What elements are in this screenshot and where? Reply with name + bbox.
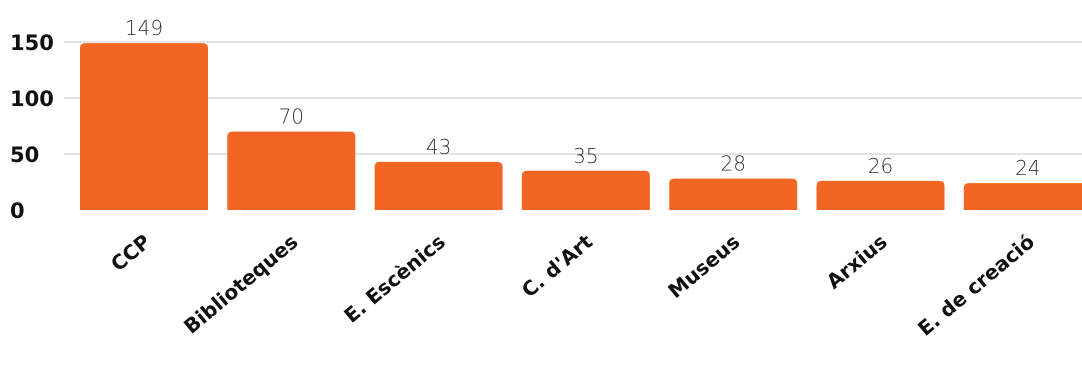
bar [816, 180, 945, 210]
bar [521, 170, 650, 210]
value-label: 28 [720, 152, 745, 176]
bar [669, 178, 798, 210]
value-label: 149 [125, 16, 163, 40]
x-tick-label: CCP [106, 229, 155, 276]
gridlines [64, 41, 1082, 155]
y-tick-label: 150 [10, 31, 54, 55]
x-tick-label: Arxius [822, 229, 892, 293]
bar [80, 43, 208, 211]
bar [227, 131, 356, 210]
bars [80, 43, 1082, 211]
x-tick-label: E. de creació [913, 229, 1039, 340]
y-axis: 0 50 100 150 [10, 31, 54, 223]
x-tick-label: E. Escènics [339, 229, 449, 327]
x-tick-label: Museus [663, 229, 744, 303]
value-label: 24 [1015, 156, 1040, 180]
value-labels: 149 70 43 35 28 26 24 [125, 16, 1041, 180]
value-label: 43 [426, 135, 451, 159]
bar [963, 183, 1082, 210]
y-tick-label: 50 [10, 143, 39, 167]
value-label: 26 [868, 154, 893, 178]
x-tick-label: Biblioteques [179, 229, 302, 338]
value-label: 70 [279, 105, 304, 129]
x-tick-label: C. d'Art [517, 229, 598, 302]
y-tick-label: 100 [10, 87, 54, 111]
y-tick-label: 0 [10, 199, 25, 223]
value-label: 35 [573, 144, 598, 168]
x-axis: CCP Biblioteques E. Escènics C. d'Art Museus… [106, 229, 1039, 340]
bar [374, 161, 503, 210]
